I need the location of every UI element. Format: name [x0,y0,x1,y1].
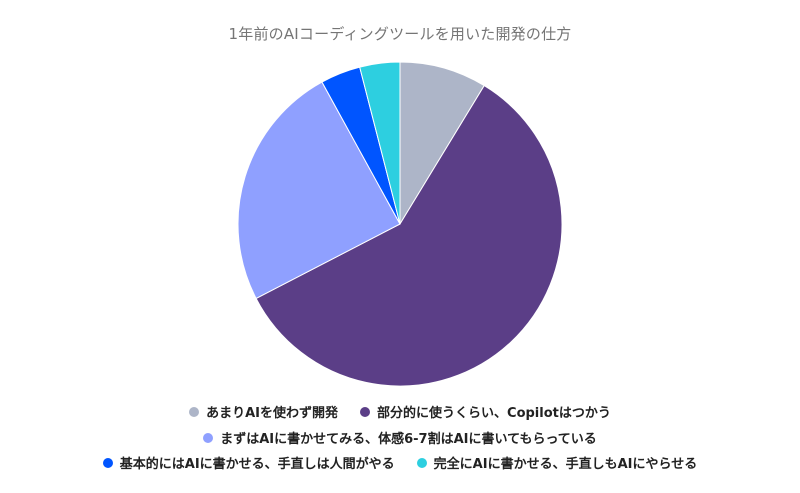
legend-item-1[interactable]: 部分的に使うくらい、Copilotはつかう [360,402,611,421]
pie-chart [237,61,563,387]
legend-label-2: まずはAIに書かせてみる、体感6-7割はAIに書いてもらっている [220,432,597,447]
legend-row-3: 基本的にはAIに書かせる、手直しは人間がやる 完全にAIに書かせる、手直しもAI… [0,453,800,472]
legend-marker-1 [360,406,371,417]
legend-marker-4 [416,457,427,468]
legend-item-2[interactable]: まずはAIに書かせてみる、体感6-7割はAIに書いてもらっている [203,428,597,447]
pie-slice-4[interactable] [359,61,401,225]
legend-label-4: 完全にAIに書かせる、手直しもAIにやらせる [433,457,698,472]
legend-item-4[interactable]: 完全にAIに書かせる、手直しもAIにやらせる [416,453,698,472]
legend-marker-3 [102,457,113,468]
pie-slice-0[interactable] [399,61,485,226]
legend-label-0: あまりAIを使わず開発 [206,406,339,421]
pie-slice-2[interactable] [237,81,401,300]
legend-marker-2 [203,432,214,443]
legend-marker-0 [189,406,200,417]
legend-row-1: あまりAIを使わず開発 部分的に使うくらい、Copilotはつかう [0,402,800,421]
legend-label-3: 基本的にはAIに書かせる、手直しは人間がやる [119,457,395,472]
pie-slice-1[interactable] [255,84,563,387]
chart-title: 1年前のAIコーディングツールを用いた開発の仕方 [228,25,572,43]
legend-row-2: まずはAIに書かせてみる、体感6-7割はAIに書いてもらっている [0,428,800,447]
legend-item-0[interactable]: あまりAIを使わず開発 [189,402,338,421]
legend-label-1: 部分的に使うくらい、Copilotはつかう [377,406,611,421]
legend-item-3[interactable]: 基本的にはAIに書かせる、手直しは人間がやる [102,453,395,472]
